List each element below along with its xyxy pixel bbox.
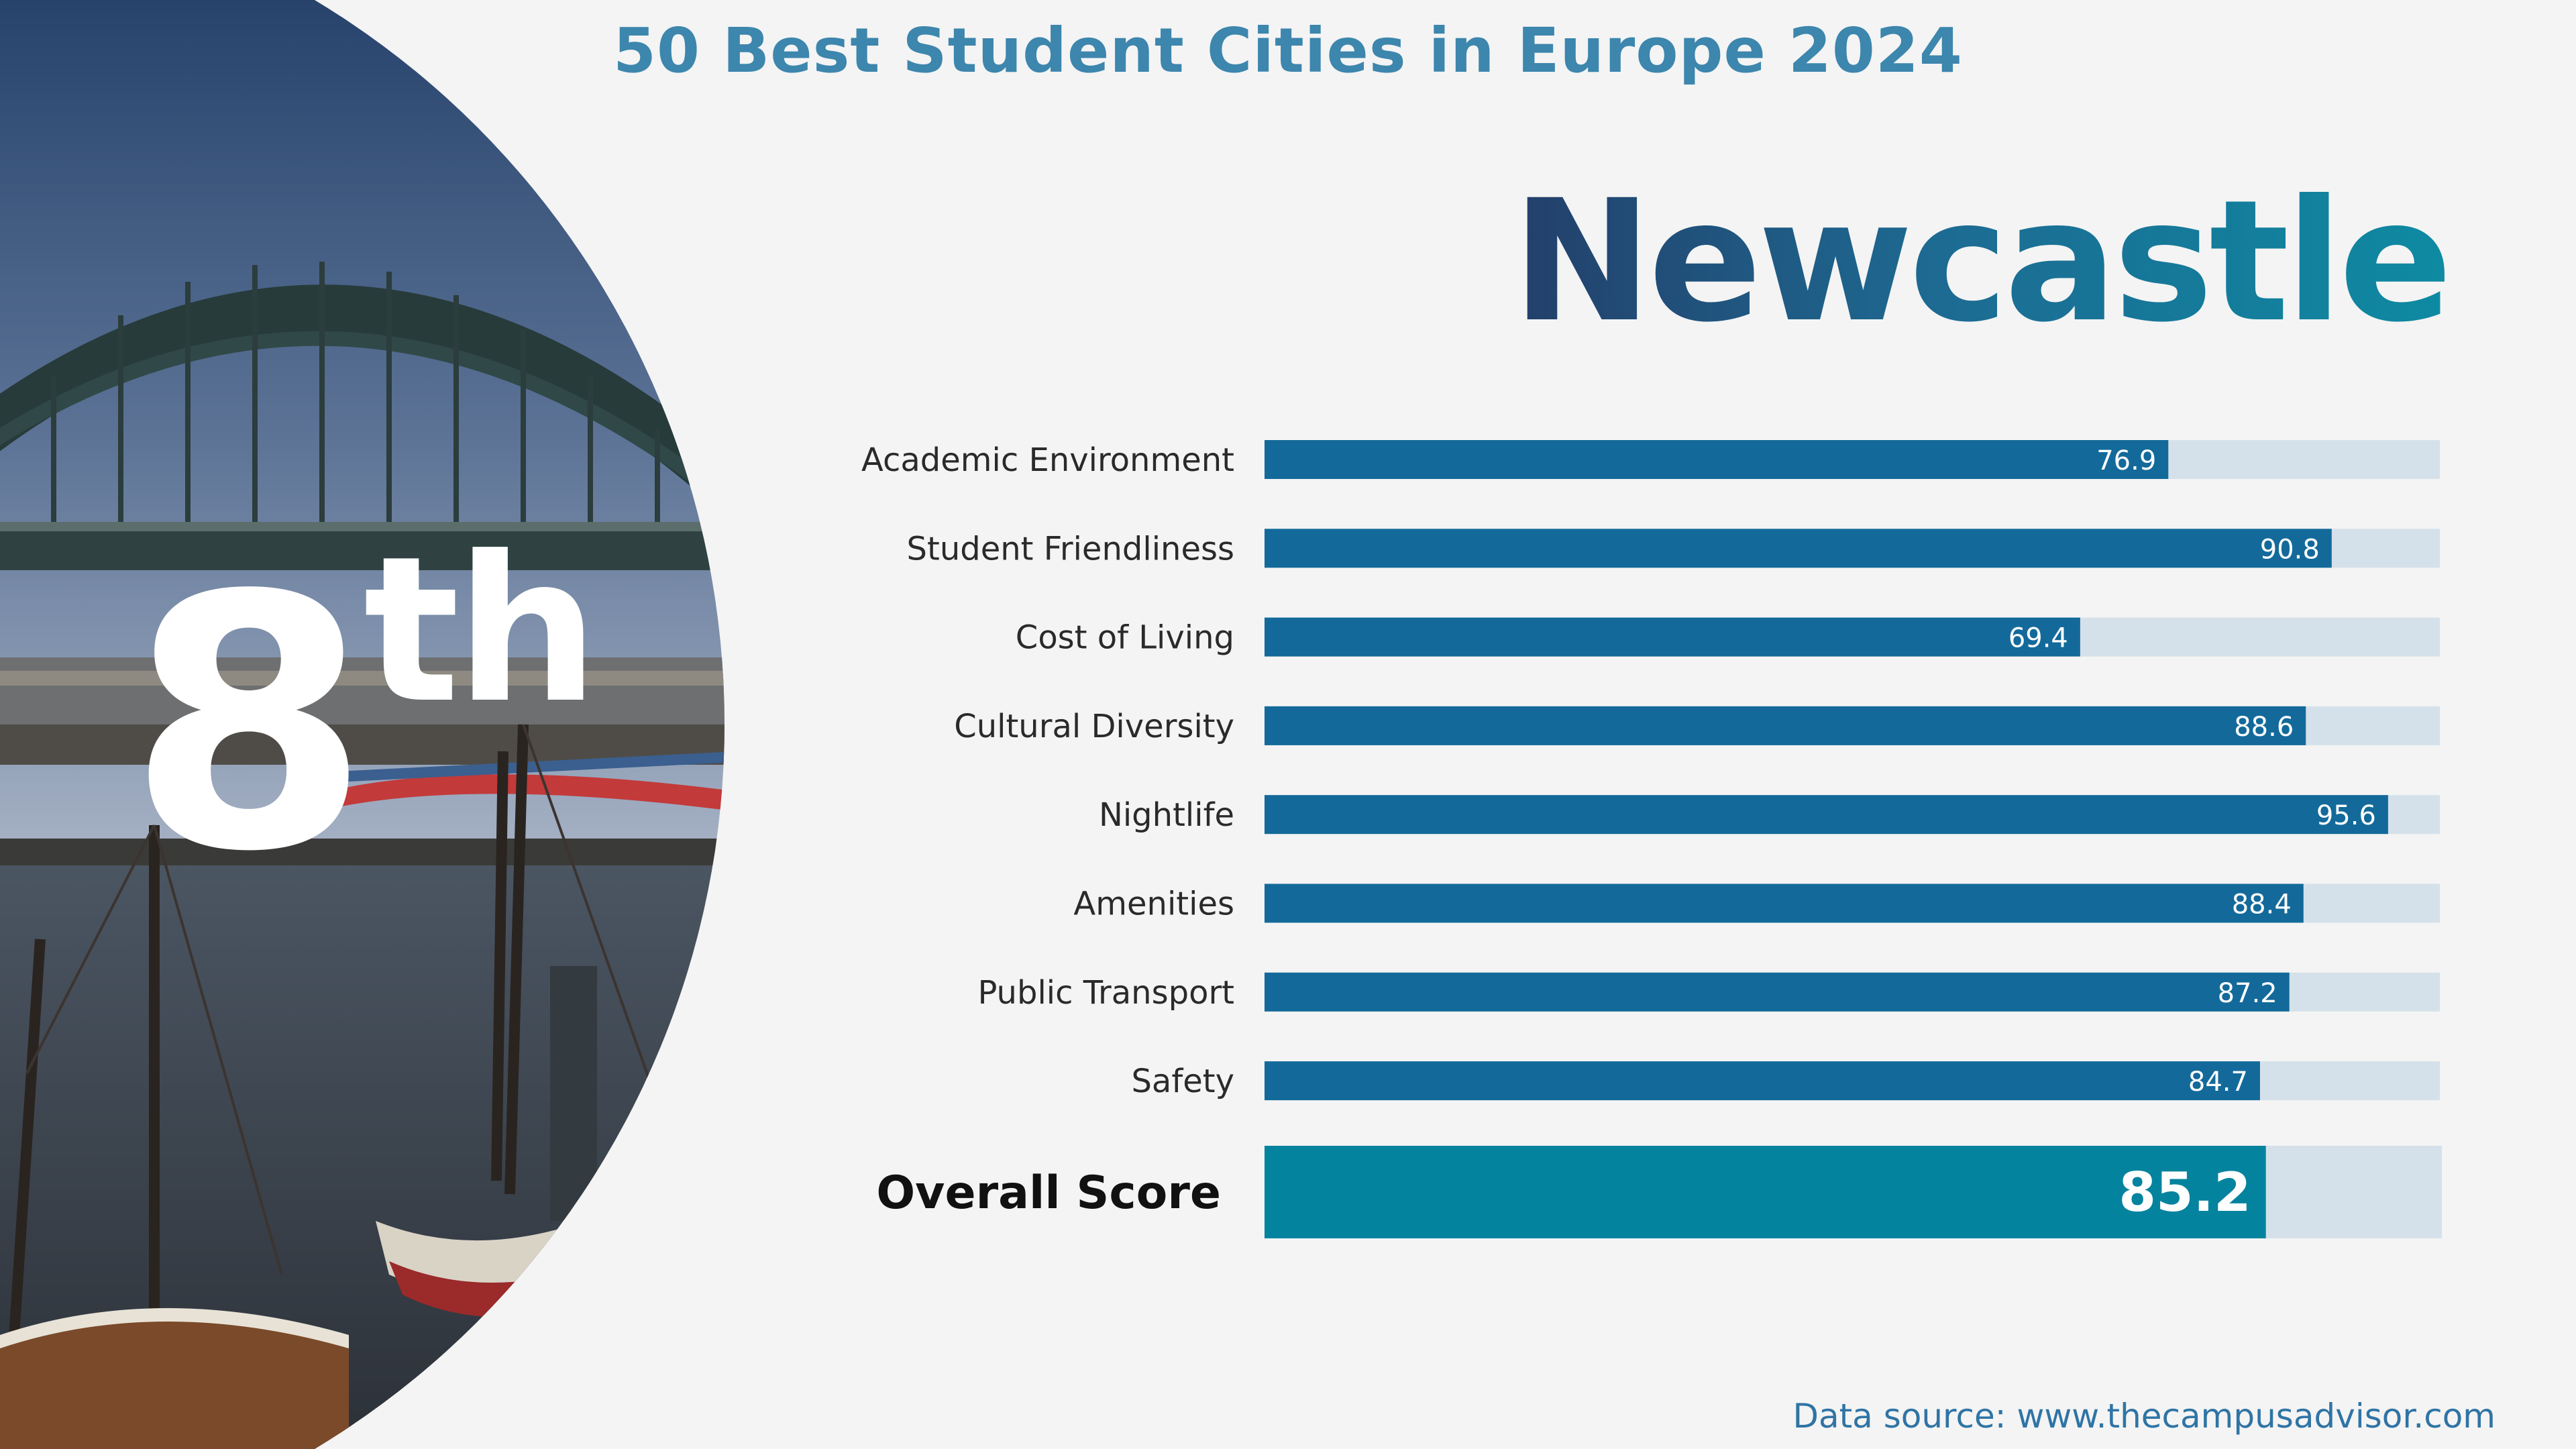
data-label: 69.4 [2008, 623, 2068, 654]
newcastle-bridge-photo [0, 0, 724, 1449]
rank-suffix: th [363, 513, 599, 747]
city-name: Newcastle [1512, 161, 2453, 362]
category-label: Amenities [1073, 885, 1234, 923]
bar [1265, 972, 2290, 1012]
data-label: 87.2 [2218, 978, 2277, 1009]
data-source-credit: Data source: www.thecampusadvisor.com [1792, 1397, 2496, 1436]
rank-badge: 8th [127, 530, 599, 900]
category-label: Nightlife [1099, 796, 1234, 834]
bar [1265, 440, 2169, 479]
category-label: Academic Environment [861, 441, 1234, 479]
category-label: Safety [1131, 1063, 1234, 1100]
rank-number: 8 [127, 521, 370, 928]
bar [1265, 617, 2080, 657]
overall-score-label: Overall Score [876, 1167, 1221, 1220]
bar [1265, 706, 2306, 745]
bar [1265, 1061, 2260, 1101]
data-label: 88.6 [2234, 712, 2294, 743]
category-label: Cost of Living [1016, 619, 1234, 657]
data-label: 95.6 [2316, 800, 2376, 831]
overall-score-value: 85.2 [2118, 1161, 2251, 1224]
category-label: Student Friendliness [907, 530, 1234, 568]
category-label: Public Transport [977, 974, 1234, 1012]
data-label: 76.9 [2096, 445, 2156, 476]
data-label: 84.7 [2188, 1067, 2248, 1097]
bar [1265, 529, 2332, 568]
category-label: Cultural Diversity [954, 708, 1234, 745]
bar [1265, 795, 2388, 835]
overall-bar [1265, 1146, 2266, 1238]
data-label: 90.8 [2260, 534, 2320, 565]
data-label: 88.4 [2232, 890, 2292, 920]
bar [1265, 883, 2304, 923]
page-title: 50 Best Student Cities in Europe 2024 [613, 15, 1963, 87]
